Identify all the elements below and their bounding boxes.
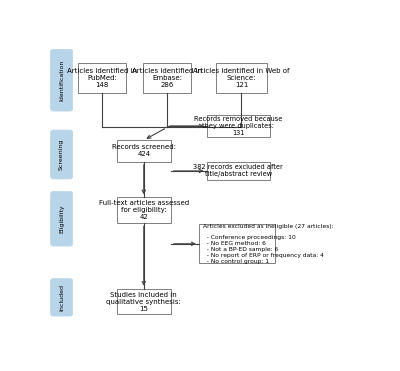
Text: Records screened:
424: Records screened: 424	[112, 144, 176, 157]
Text: Articles identified in Web of
Science:
121: Articles identified in Web of Science: 1…	[193, 68, 290, 88]
Text: Full-text articles assessed
for eligibility:
42: Full-text articles assessed for eligibil…	[99, 200, 189, 220]
FancyBboxPatch shape	[143, 63, 191, 93]
FancyBboxPatch shape	[206, 115, 270, 137]
Text: Records removed because
they were duplicates:
131: Records removed because they were duplic…	[194, 116, 282, 136]
Text: Included: Included	[59, 284, 64, 311]
Text: Articles excluded as ineligible (27 articles):

  - Conference proceedings: 10
 : Articles excluded as ineligible (27 arti…	[202, 224, 333, 264]
FancyBboxPatch shape	[117, 140, 171, 162]
FancyBboxPatch shape	[216, 63, 267, 93]
Text: Articles identified in
Embase:
286: Articles identified in Embase: 286	[132, 68, 202, 88]
Text: Studies included in
qualitative synthesis:
15: Studies included in qualitative synthesi…	[106, 292, 181, 312]
FancyBboxPatch shape	[117, 197, 171, 223]
FancyBboxPatch shape	[199, 224, 275, 263]
FancyBboxPatch shape	[51, 130, 73, 179]
FancyBboxPatch shape	[206, 162, 270, 180]
Text: Eligibility: Eligibility	[59, 204, 64, 233]
Text: Screening: Screening	[59, 139, 64, 170]
FancyBboxPatch shape	[117, 289, 171, 315]
FancyBboxPatch shape	[51, 49, 73, 111]
Text: Articles identified in
PubMed:
148: Articles identified in PubMed: 148	[67, 68, 137, 88]
FancyBboxPatch shape	[51, 191, 73, 246]
FancyBboxPatch shape	[51, 279, 73, 316]
Text: Identification: Identification	[59, 59, 64, 101]
FancyBboxPatch shape	[78, 63, 126, 93]
Text: 382 records excluded after
title/abstract review: 382 records excluded after title/abstrac…	[194, 164, 283, 177]
